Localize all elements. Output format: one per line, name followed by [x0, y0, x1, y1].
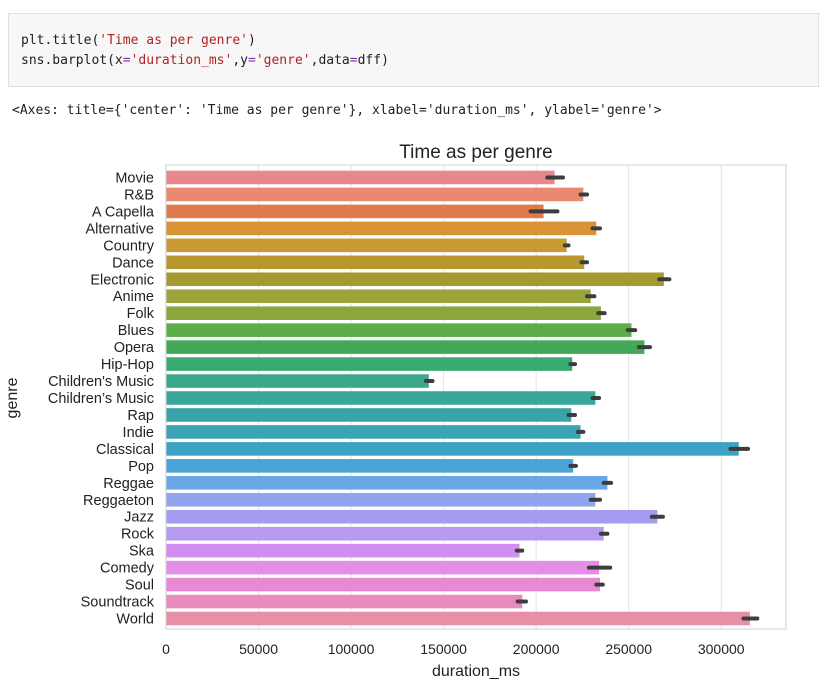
- code-cell[interactable]: plt.title('Time as per genre') sns.barpl…: [8, 13, 819, 87]
- bar: [166, 204, 544, 219]
- y-tick-label: Blues: [118, 323, 154, 339]
- y-tick-label: Movie: [115, 170, 154, 186]
- x-tick-label: 150000: [420, 641, 467, 657]
- bar: [166, 340, 645, 354]
- y-tick-label: Classical: [96, 442, 154, 458]
- y-tick-label: Rock: [121, 527, 155, 543]
- bar: [166, 408, 572, 422]
- bar: [166, 577, 600, 592]
- y-tick-label: Children’s Music: [48, 391, 154, 407]
- bar: [166, 170, 555, 185]
- y-tick-label: Indie: [123, 425, 154, 441]
- x-tick-label: 300000: [698, 641, 745, 657]
- bar: [166, 272, 664, 287]
- x-tick-label: 50000: [239, 641, 278, 657]
- bar: [166, 560, 600, 575]
- y-tick-label: Children's Music: [48, 374, 154, 390]
- chart-title: Time as per genre: [399, 142, 552, 163]
- bar: [166, 187, 584, 202]
- x-tick-label: 100000: [328, 641, 375, 657]
- bar: [166, 543, 520, 558]
- code-line-1: plt.title('Time as per genre'): [21, 33, 256, 48]
- y-tick-label: Jazz: [124, 510, 154, 526]
- y-tick-label: Soundtrack: [81, 595, 155, 611]
- y-tick-label: Rap: [127, 408, 154, 424]
- y-tick-label: Dance: [112, 255, 154, 271]
- bar: [166, 526, 604, 541]
- y-tick-label: A Capella: [92, 204, 155, 220]
- y-tick-label: Ska: [129, 544, 155, 560]
- output-repr: <Axes: title={'center': 'Time as per gen…: [12, 103, 662, 118]
- bar: [166, 221, 597, 236]
- plot-frame: [165, 164, 787, 630]
- bar: [166, 238, 567, 253]
- code-line-2: sns.barplot(x='duration_ms',y='genre',da…: [21, 53, 389, 68]
- bar: [166, 306, 601, 320]
- bar: [166, 442, 739, 456]
- x-tick-label: 0: [162, 641, 170, 657]
- bar: [166, 594, 523, 609]
- y-tick-label: Electronic: [90, 272, 154, 288]
- x-axis-label: duration_ms: [432, 663, 520, 680]
- bar: [166, 492, 596, 507]
- bar: [166, 374, 429, 388]
- x-tick-label: 200000: [513, 641, 560, 657]
- bar: [166, 391, 596, 405]
- bar: [166, 425, 581, 439]
- y-axis-label: genre: [4, 377, 21, 418]
- y-tick-label: Alternative: [85, 221, 154, 237]
- y-tick-label: Opera: [114, 340, 155, 356]
- y-tick-label: Pop: [128, 459, 154, 475]
- y-tick-label: Folk: [127, 306, 155, 322]
- x-tick-label: 250000: [605, 641, 652, 657]
- bars: [166, 170, 760, 626]
- bar: [166, 323, 632, 337]
- bar: [166, 611, 750, 626]
- bar: [166, 357, 573, 371]
- y-tick-label: Country: [103, 238, 155, 254]
- y-tick-label: Comedy: [100, 561, 155, 577]
- bar: [166, 476, 608, 490]
- bar: [166, 459, 574, 473]
- y-tick-label: Hip-Hop: [101, 357, 154, 373]
- y-tick-label: World: [116, 612, 154, 628]
- bar: [166, 289, 591, 304]
- y-tick-label: R&B: [124, 187, 154, 203]
- y-tick-label: Reggae: [103, 476, 154, 492]
- bar: [166, 509, 658, 524]
- y-tick-label: Soul: [125, 578, 154, 594]
- x-tick-labels: 0 50000 100000 150000 200000 250000 300000: [162, 641, 745, 657]
- y-tick-label: Anime: [113, 289, 154, 305]
- bar: [166, 255, 585, 270]
- y-tick-label: Reggaeton: [83, 493, 154, 509]
